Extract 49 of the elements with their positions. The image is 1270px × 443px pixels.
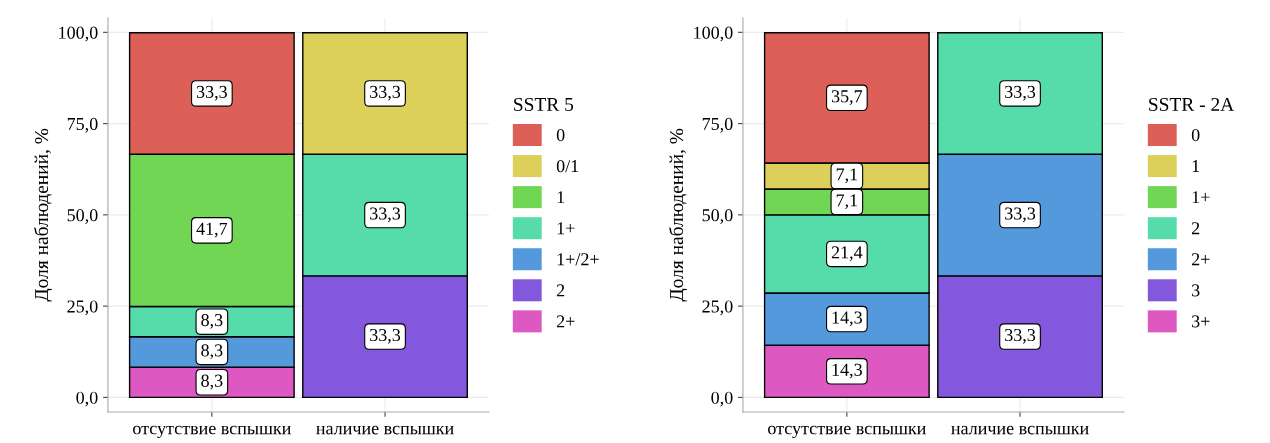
data-label: 8,3 <box>201 374 223 390</box>
data-label: 8,3 <box>201 344 223 360</box>
data-label: 35,7 <box>831 90 863 105</box>
y-tick-label: 75,0 <box>67 117 98 133</box>
y-tick-label: 100,0 <box>59 26 98 42</box>
legend-label: 1+ <box>557 222 575 235</box>
data-label: 33,3 <box>1005 328 1036 344</box>
data-label: 8,3 <box>201 313 223 329</box>
legend-title: SSTR 5 <box>514 97 574 112</box>
legend-label: 2+ <box>556 315 575 328</box>
data-label: 33,3 <box>196 85 227 101</box>
y-tick-label: 100,0 <box>694 26 733 42</box>
legend-label: 1 <box>557 191 565 204</box>
legend-title: SSTR - 2A <box>1149 97 1235 112</box>
x-tick-label: наличие вспышки <box>951 425 1089 435</box>
y-tick-label: 0,0 <box>76 391 98 407</box>
legend-label: 3+ <box>1192 315 1210 328</box>
legend-label: 1+ <box>1192 191 1210 204</box>
legend-label: 2 <box>1191 222 1200 235</box>
data-label: 41,7 <box>196 222 228 238</box>
data-label: 7,1 <box>836 168 858 184</box>
y-tick-label: 25,0 <box>67 300 98 316</box>
y-axis-title: Доля наблюдений, % <box>668 128 688 302</box>
legend-label: 0 <box>556 128 565 142</box>
y-tick-label: 0,0 <box>711 391 733 407</box>
data-label: 33,3 <box>370 328 401 344</box>
data-label: 14,3 <box>832 363 862 379</box>
legend-label: 2 <box>556 284 565 297</box>
data-label: 33,3 <box>370 85 401 101</box>
y-tick-label: 75,0 <box>702 117 733 133</box>
y-tick-label: 50,0 <box>702 209 733 224</box>
y-tick-label: 25,0 <box>702 300 733 316</box>
x-tick-label: наличие вспышки <box>316 425 454 435</box>
legend-label: 3 <box>1192 284 1200 297</box>
legend-label: 1+/2+ <box>557 253 599 266</box>
legend-label: 1 <box>1192 160 1200 173</box>
y-tick-label: 50,0 <box>67 209 98 224</box>
legend-label: 0 <box>1191 128 1200 142</box>
data-label: 33,3 <box>1005 207 1036 223</box>
y-axis-title: Доля наблюдений, % <box>33 128 53 302</box>
data-label: 33,3 <box>370 207 401 223</box>
x-tick-label: отсутствие вспышки <box>768 425 926 439</box>
x-tick-label: отсутствие вспышки <box>133 425 291 439</box>
data-label: 7,1 <box>836 194 858 210</box>
data-label: 33,3 <box>1005 85 1036 101</box>
legend-label: 2+ <box>1191 253 1210 266</box>
data-label: 14,3 <box>832 311 862 327</box>
data-label: 21,4 <box>831 246 863 262</box>
legend-label: 0/1 <box>556 160 579 173</box>
